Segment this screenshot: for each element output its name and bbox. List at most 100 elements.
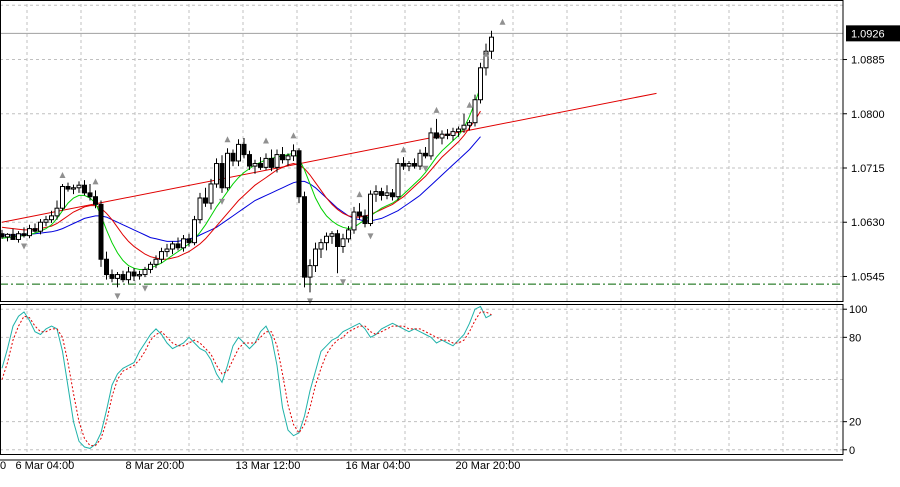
candle[interactable] [241,138,247,159]
candle[interactable] [197,192,203,224]
candle[interactable] [230,149,236,167]
candle[interactable] [225,148,230,191]
candle[interactable] [203,187,208,207]
candle[interactable] [406,160,412,172]
candle[interactable] [390,189,395,201]
candle[interactable] [16,231,21,243]
candle[interactable] [192,215,197,246]
candle[interactable] [115,272,120,288]
candle[interactable] [450,127,456,141]
candle[interactable] [21,227,27,238]
candle[interactable] [148,261,153,274]
candle[interactable] [98,200,104,267]
candle[interactable] [346,226,351,243]
candle[interactable] [252,159,258,174]
candle[interactable] [274,149,280,173]
candle[interactable] [318,238,324,258]
candle-body [439,133,445,139]
candle[interactable] [467,120,472,131]
candle[interactable] [258,157,263,170]
candle[interactable] [456,126,461,137]
candle[interactable] [131,268,137,281]
candle[interactable] [186,233,192,247]
candle[interactable] [329,231,335,244]
candle[interactable] [434,118,439,140]
candle[interactable] [49,210,54,223]
trendline[interactable] [1,92,657,223]
candle[interactable] [181,234,186,252]
candle[interactable] [208,178,214,210]
candle[interactable] [302,191,307,288]
candle[interactable] [82,180,87,196]
candle[interactable] [412,158,417,169]
candle[interactable] [340,233,346,253]
candle[interactable] [120,270,126,283]
candle[interactable] [153,255,159,269]
candle[interactable] [87,183,93,201]
candle[interactable] [170,241,175,255]
stochastic-pane[interactable] [1,305,492,449]
candle[interactable] [54,200,60,220]
candle[interactable] [384,185,390,200]
candle[interactable] [93,190,98,209]
candle[interactable] [428,127,434,160]
candle[interactable] [126,266,131,284]
candle[interactable] [461,113,467,133]
candle[interactable] [164,243,170,257]
candle[interactable] [423,146,428,159]
candle[interactable] [137,270,142,280]
candle[interactable] [142,266,148,278]
price-pane[interactable] [0,18,843,305]
candle-body [340,238,346,247]
candle[interactable] [445,129,450,140]
candle[interactable] [104,251,109,280]
candle[interactable] [175,237,181,251]
candle[interactable] [0,229,5,239]
candle[interactable] [401,157,406,170]
candle[interactable] [417,149,423,170]
stochastic-axis-label: 80 [849,332,861,344]
candle[interactable] [65,182,71,192]
candle[interactable] [280,146,285,164]
candle[interactable] [395,158,401,201]
candle[interactable] [351,206,357,234]
axes: 1.0885 1.0800 1.0715 1.0630 1.0545 1.0926 100 8… [0,25,900,472]
candle[interactable] [439,130,445,145]
candle[interactable] [478,62,483,104]
candle[interactable] [489,30,494,59]
candle-body [456,128,461,133]
candle[interactable] [324,232,329,251]
candle[interactable] [373,185,379,202]
candle[interactable] [335,229,340,274]
candle[interactable] [379,187,384,201]
candle[interactable] [368,190,373,227]
candle[interactable] [38,219,43,235]
candle[interactable] [109,269,115,283]
candle[interactable] [27,224,32,239]
candle[interactable] [269,149,274,172]
candle[interactable] [472,94,478,127]
candle[interactable] [159,247,164,264]
candle[interactable] [296,148,302,204]
candle[interactable] [60,183,65,211]
candle[interactable] [236,139,241,167]
candle[interactable] [313,242,318,273]
candle[interactable] [10,228,16,240]
candle[interactable] [291,144,296,161]
candle[interactable] [214,158,219,188]
ma-mid-line [1,110,481,260]
candle[interactable] [285,153,291,167]
candle[interactable] [263,153,269,170]
candle[interactable] [5,233,10,242]
candle[interactable] [362,209,368,228]
candle[interactable] [357,203,362,220]
candle[interactable] [76,181,82,193]
candle[interactable] [32,223,38,233]
candle[interactable] [219,155,225,193]
candle[interactable] [71,184,76,195]
candle[interactable] [43,215,49,227]
candle[interactable] [247,150,252,170]
candle[interactable] [307,259,313,293]
